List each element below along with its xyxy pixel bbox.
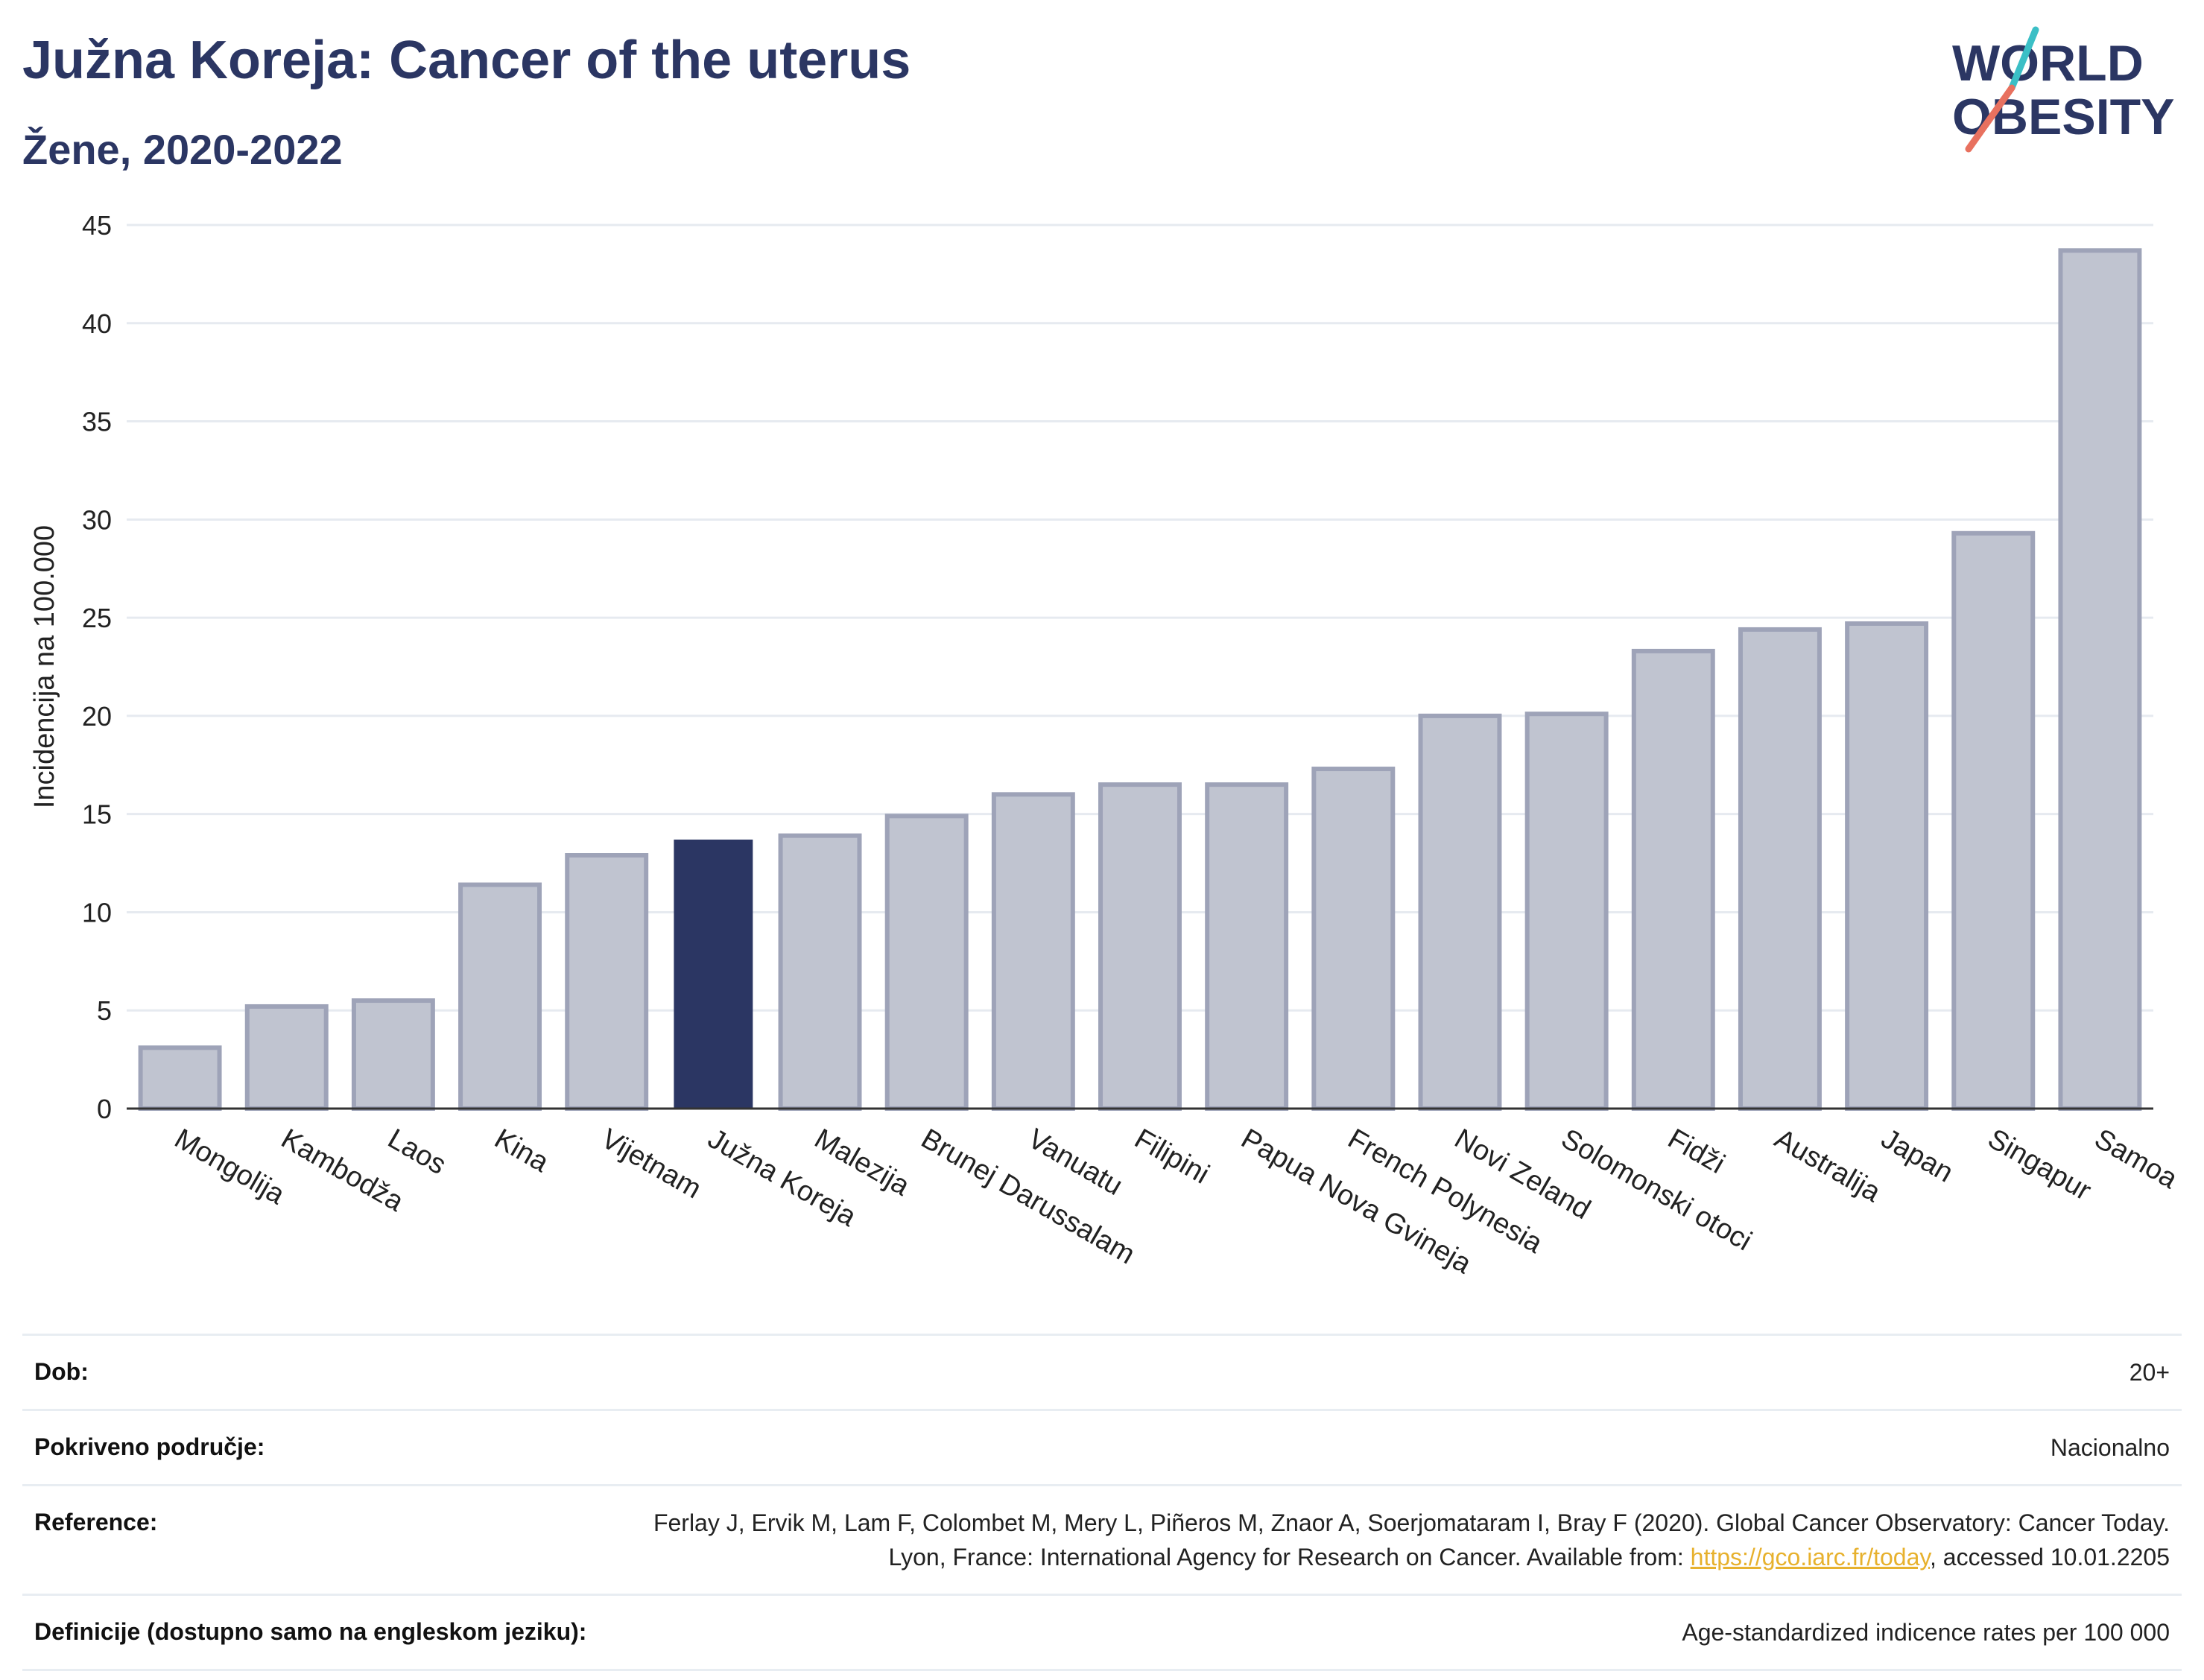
x-tick-label: Kina <box>490 1123 555 1179</box>
logo-slash-teal <box>2008 26 2039 92</box>
bar-fidži <box>1631 648 1715 1111</box>
y-tick-label: 25 <box>82 603 112 633</box>
info-value-reference: Ferlay J, Ervik M, Lam F, Colombet M, Me… <box>605 1506 2170 1574</box>
info-value-definitions: Age-standardized indicence rates per 100… <box>1682 1619 2170 1646</box>
info-row-age: Dob: 20+ <box>22 1334 2182 1409</box>
x-tick-label: Vijetnam <box>596 1123 706 1205</box>
y-tick-label: 10 <box>82 897 112 928</box>
reference-link[interactable]: https://gco.iarc.fr/today <box>1690 1544 1930 1570</box>
bar-vanuatu <box>991 792 1075 1111</box>
info-label-definitions: Definicije (dostupno samo na engleskom j… <box>34 1618 587 1645</box>
y-tick-label: 0 <box>97 1094 112 1124</box>
y-tick-label: 5 <box>97 995 112 1026</box>
x-tick-label: Laos <box>382 1123 451 1181</box>
y-axis-ticks: 0 5 10 15 20 25 30 35 40 45 <box>82 210 112 1124</box>
reference-text: Ferlay J, Ervik M, Lam F, Colombet M, Me… <box>653 1509 2170 1570</box>
bar-laos <box>351 998 435 1111</box>
bar-solomonski-otoci <box>1524 711 1609 1111</box>
bar-južna-koreja <box>674 839 753 1109</box>
x-tick-label: Japan <box>1876 1123 1959 1188</box>
bar-australija <box>1738 627 1822 1111</box>
bar-brunej-darussalam <box>884 814 969 1112</box>
bar-malezija <box>778 833 862 1111</box>
y-tick-label: 30 <box>82 504 112 535</box>
y-axis-label: Incidencija na 100.000 <box>29 525 60 808</box>
y-tick-label: 35 <box>82 407 112 437</box>
chart-title: Južna Koreja: Cancer of the uterus <box>22 31 911 90</box>
x-tick-label: Solomonski otoci <box>1556 1123 1757 1257</box>
info-row-reference: Reference: Ferlay J, Ervik M, Lam F, Col… <box>22 1484 2182 1594</box>
y-tick-label: 20 <box>82 701 112 732</box>
world-obesity-logo: WORLD OBESITY <box>1952 26 2175 153</box>
info-table: Dob: 20+ Pokriveno područje: Nacionalno … <box>22 1334 2182 1671</box>
bar-mongolija <box>138 1045 222 1111</box>
info-value-age: 20+ <box>2129 1359 2170 1386</box>
bar-french-polynesia <box>1311 767 1396 1111</box>
bars <box>138 248 2142 1112</box>
bar-japan <box>1845 621 1929 1111</box>
info-label-coverage: Pokriveno područje: <box>34 1433 265 1460</box>
info-label-age: Dob: <box>34 1358 89 1385</box>
info-row-definitions: Definicije (dostupno samo na engleskom j… <box>22 1594 2182 1671</box>
x-tick-label: Australija <box>1769 1123 1886 1208</box>
x-tick-label: Filipini <box>1130 1123 1215 1190</box>
x-tick-label: Fidži <box>1662 1123 1729 1179</box>
chart-subtitle: Žene, 2020-2022 <box>22 126 343 173</box>
info-row-coverage: Pokriveno područje: Nacionalno <box>22 1409 2182 1484</box>
bar-singapur <box>1951 530 2036 1111</box>
bar-novi-zeland <box>1418 713 1502 1111</box>
reference-accessed: , accessed 10.01.2205 <box>1929 1544 2170 1570</box>
bar-vijetnam <box>565 853 649 1111</box>
info-value-coverage: Nacionalno <box>2050 1434 2170 1461</box>
logo-line-1: WORLD <box>1952 35 2144 92</box>
y-tick-label: 15 <box>82 799 112 830</box>
y-tick-label: 40 <box>82 308 112 339</box>
bar-filipini <box>1098 782 1182 1112</box>
bar-kambodža <box>244 1004 329 1112</box>
bar-papua-nova-gvineja <box>1205 782 1289 1112</box>
x-tick-label: Samoa <box>2089 1123 2183 1195</box>
bar-kina <box>458 882 542 1112</box>
x-tick-label: Singapur <box>1983 1123 2097 1207</box>
bar-samoa <box>2058 248 2142 1112</box>
y-tick-label: 45 <box>82 210 112 241</box>
logo-line-2: OBESITY <box>1952 89 2175 145</box>
x-tick-label: Mongolija <box>169 1123 291 1211</box>
info-label-reference: Reference: <box>34 1509 158 1535</box>
logo-slash-coral <box>1965 84 2015 153</box>
